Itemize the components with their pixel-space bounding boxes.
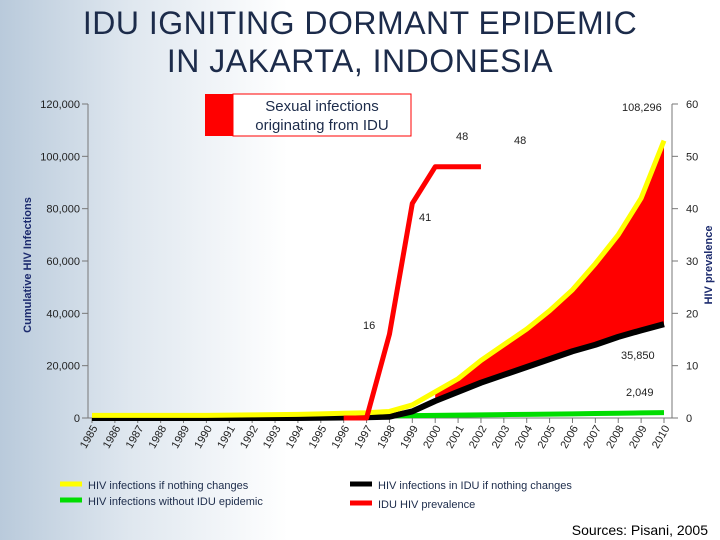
x-tick-label: 1994	[284, 424, 307, 451]
y-tick-label: 20,000	[46, 361, 80, 373]
x-tick-label: 1996	[330, 424, 353, 451]
x-tick-label: 1997	[353, 424, 376, 451]
legend-label-idu-prevalence: IDU HIV prevalence	[378, 499, 475, 511]
legend-label-nothing-changes: HIV infections if nothing changes	[88, 480, 249, 492]
x-tick-label: 1990	[192, 424, 215, 451]
x-tick-label: 2006	[558, 424, 581, 451]
y-axis-label: Cumulative HIV Infections	[22, 197, 34, 333]
x-tick-label: 1986	[101, 424, 124, 451]
y2-tick-label: 0	[686, 413, 692, 425]
y2-tick-label: 20	[686, 308, 698, 320]
x-tick-label: 1987	[124, 424, 147, 451]
legend-label-without-idu: HIV infections without IDU epidemic	[88, 496, 263, 508]
x-tick-label: 1993	[261, 424, 284, 451]
x-tick-label: 1999	[398, 424, 421, 451]
annotation-41: 41	[419, 212, 431, 224]
x-tick-label: 2004	[513, 424, 536, 451]
x-tick-label: 1992	[238, 424, 261, 451]
series-line-idu-prevalence	[343, 164, 481, 421]
area-legend-swatch	[205, 94, 233, 136]
y-tick-label: 40,000	[46, 308, 80, 320]
y2-tick-label: 60	[686, 99, 698, 111]
x-tick-label: 2000	[421, 424, 444, 451]
y2-tick-label: 50	[686, 151, 698, 163]
x-tick-label: 2003	[490, 423, 513, 450]
x-tick-label: 2009	[627, 424, 650, 451]
series-line-idu-nothing-changes	[92, 321, 665, 421]
y-tick-label: 0	[74, 413, 80, 425]
annotation-2049: 2,049	[626, 387, 654, 399]
source-note: Sources: Pisani, 2005	[569, 522, 710, 538]
annotation-16: 16	[363, 320, 375, 332]
x-tick-label: 1998	[375, 424, 398, 451]
x-tick-label: 2005	[536, 424, 559, 451]
x-tick-label: 1985	[78, 424, 101, 451]
y2-tick-label: 40	[686, 204, 698, 216]
x-tick-label: 1991	[215, 424, 238, 451]
area-sexual-infections	[435, 140, 664, 401]
y-tick-label: 80,000	[46, 204, 80, 216]
annotation-35850: 35,850	[621, 350, 655, 362]
x-tick-label: 2002	[467, 424, 490, 451]
y2-tick-label: 30	[686, 256, 698, 268]
y-tick-label: 100,000	[40, 151, 80, 163]
y-tick-label: 120,000	[40, 99, 80, 111]
x-tick-label: 1988	[147, 424, 170, 451]
annotation-48-a: 48	[456, 131, 468, 143]
y2-axis-label: HIV prevalence	[703, 226, 715, 305]
x-tick-label: 2010	[650, 424, 673, 451]
annotation-108296: 108,296	[622, 102, 662, 114]
legend-label-idu-nothing-changes: HIV infections in IDU if nothing changes	[378, 480, 572, 492]
page-title-line-2: IN JAKARTA, INDONESIA	[166, 43, 554, 79]
x-tick-label: 2007	[581, 424, 604, 451]
area-legend-line-1: Sexual infections	[265, 98, 378, 115]
page-title-line-1: IDU IGNITING DORMANT EPIDEMIC	[82, 5, 638, 41]
x-tick-label: 2001	[444, 424, 467, 451]
x-tick-label: 1989	[169, 424, 192, 451]
y2-tick-label: 10	[686, 361, 698, 373]
series-line-nothing-changes	[92, 139, 667, 418]
area-legend-box	[232, 93, 412, 137]
annotation-48-b: 48	[514, 135, 526, 147]
area-legend-line-2: originating from IDU	[255, 117, 388, 134]
x-tick-label: 2008	[604, 424, 627, 451]
x-tick-label: 1995	[307, 424, 330, 451]
y-tick-label: 60,000	[46, 256, 80, 268]
